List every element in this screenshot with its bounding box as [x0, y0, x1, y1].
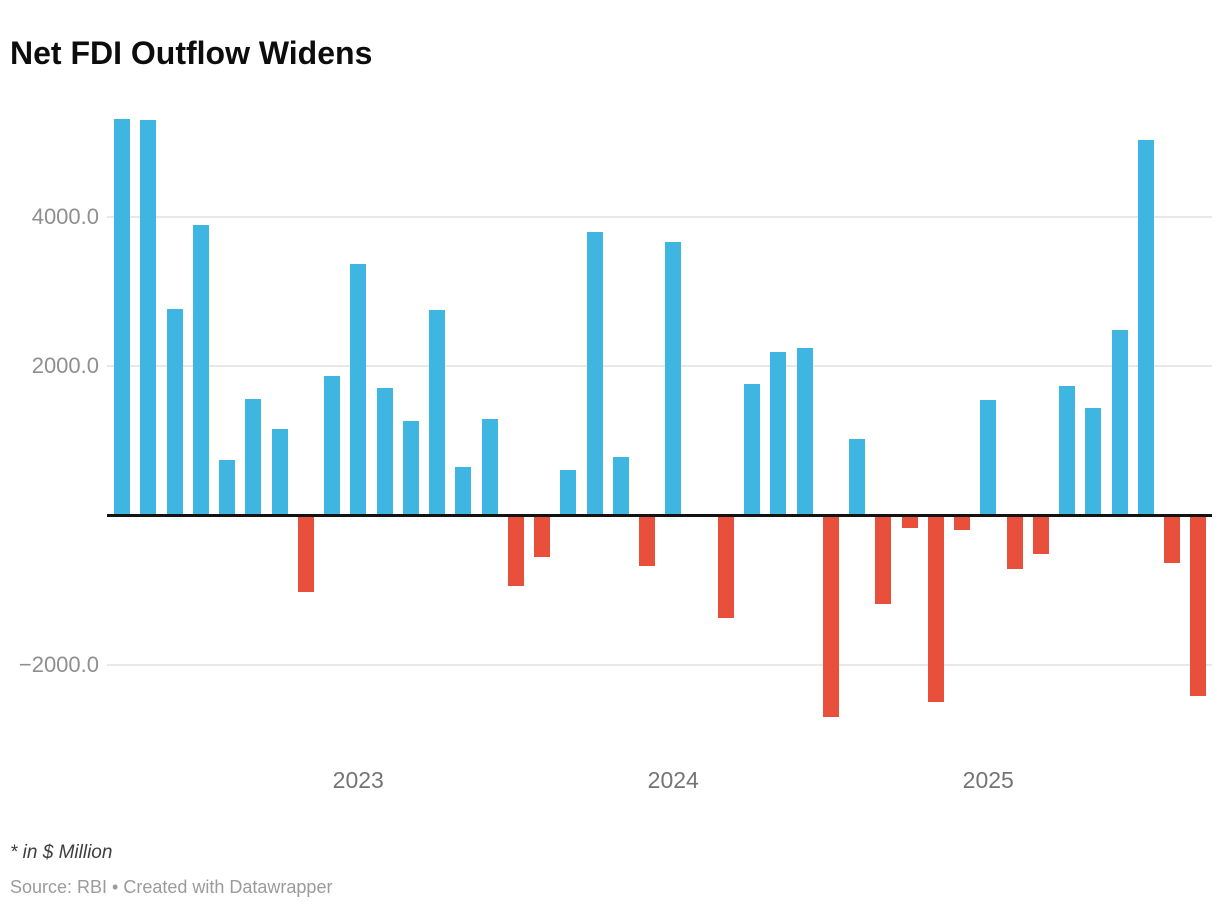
bar-sep-2025[interactable] [1190, 516, 1207, 696]
y-axis-tick-label: 4000.0 [31, 203, 99, 229]
chart-source-attribution: Source: RBI • Created with Datawrapper [10, 877, 333, 897]
y-gridline-2000 [107, 365, 1212, 367]
bar-sep-2022[interactable] [245, 398, 262, 515]
bar-may-2024[interactable] [770, 351, 787, 515]
x-axis-year-label-2023: 2023 [332, 767, 384, 793]
bar-jun-2025[interactable] [1111, 330, 1128, 515]
bar-jul-2025[interactable] [1137, 139, 1154, 515]
y-axis-tick-label: −2000.0 [18, 652, 99, 677]
bar-apr-2022[interactable] [114, 118, 130, 515]
bar-aug-2023[interactable] [534, 516, 550, 557]
bar-may-2022[interactable] [140, 120, 157, 515]
bar-nov-2023[interactable] [612, 457, 629, 515]
bar-oct-2023[interactable] [586, 232, 603, 515]
bar-jul-2023[interactable] [507, 516, 524, 586]
bar-jul-2022[interactable] [192, 224, 209, 515]
bar-oct-2022[interactable] [271, 428, 288, 515]
bar-jan-2024[interactable] [665, 241, 682, 515]
bar-dec-2023[interactable] [639, 516, 655, 566]
bar-mar-2023[interactable] [402, 421, 419, 515]
bar-dec-2024[interactable] [954, 516, 970, 530]
bar-feb-2023[interactable] [376, 387, 393, 515]
x-axis-year-label-2025: 2025 [962, 767, 1014, 793]
bar-aug-2025[interactable] [1164, 516, 1180, 564]
bar-apr-2025[interactable] [1059, 386, 1075, 515]
bar-jan-2023[interactable] [350, 264, 367, 515]
bar-may-2023[interactable] [455, 466, 472, 515]
bar-jan-2025[interactable] [980, 399, 997, 515]
bar-aug-2022[interactable] [219, 460, 235, 515]
bar-sep-2024[interactable] [875, 516, 892, 605]
bar-oct-2024[interactable] [901, 516, 918, 529]
bar-feb-2025[interactable] [1006, 516, 1023, 569]
chart-plot-area: 4000.0 2000.0 −2000.0 2023 2024 2025 [18, 118, 1212, 793]
chart-title: Net FDI Outflow Widens [10, 35, 373, 72]
bar-jul-2024[interactable] [822, 516, 839, 718]
y-gridline-4000 [107, 215, 1212, 218]
bar-nov-2022[interactable] [297, 516, 314, 592]
bar-mar-2024[interactable] [717, 516, 734, 618]
y-gridline--2000 [107, 664, 1212, 666]
bar-apr-2024[interactable] [744, 383, 760, 515]
bar-mar-2025[interactable] [1032, 516, 1049, 554]
zero-baseline [107, 514, 1212, 517]
chart-footnote: * in $ Million [10, 842, 113, 863]
bar-dec-2022[interactable] [324, 375, 340, 515]
bar-apr-2023[interactable] [429, 309, 445, 515]
bar-jun-2022[interactable] [166, 309, 183, 515]
bar-jun-2024[interactable] [796, 348, 813, 515]
y-axis-tick-label: 2000.0 [31, 353, 99, 378]
bar-jun-2023[interactable] [481, 419, 498, 515]
bar-sep-2023[interactable] [560, 469, 577, 515]
bar-nov-2024[interactable] [927, 516, 944, 703]
bar-aug-2024[interactable] [849, 438, 865, 515]
bar-may-2025[interactable] [1085, 407, 1102, 515]
x-axis-year-label-2024: 2024 [647, 767, 699, 793]
